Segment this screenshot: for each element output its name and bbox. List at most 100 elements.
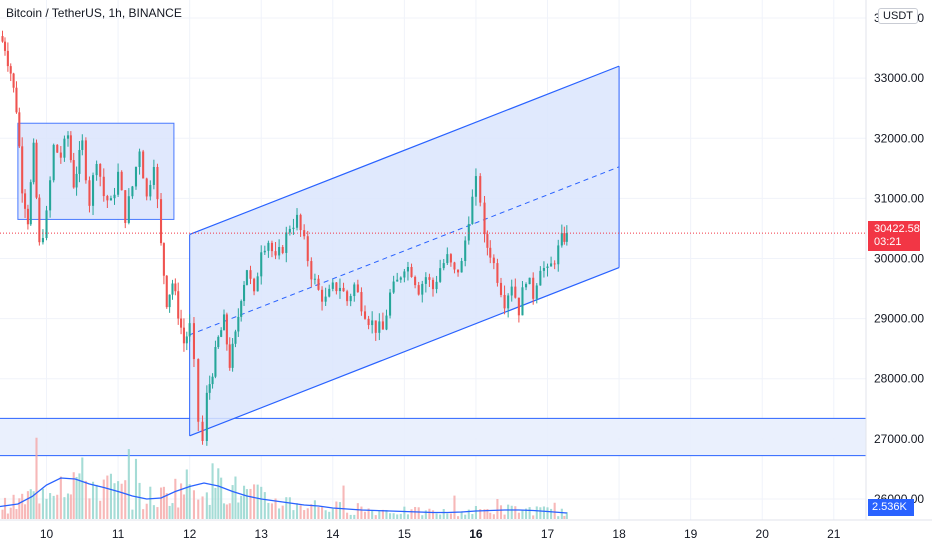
volume-bar: [243, 485, 246, 519]
candle-body: [371, 320, 374, 326]
time-tick-label: 19: [684, 527, 698, 541]
candle-body: [240, 301, 243, 317]
volume-bar: [56, 494, 59, 519]
candle-body: [185, 336, 188, 344]
candle-body: [310, 261, 313, 280]
volume-bar: [260, 486, 263, 519]
volume-bar: [331, 508, 334, 519]
candle-body: [245, 270, 248, 285]
channel-midline: [189, 166, 620, 336]
candle-body: [131, 186, 134, 197]
candle-body: [414, 276, 417, 286]
candle-body: [243, 284, 246, 302]
candle-body: [392, 281, 395, 293]
currency-button[interactable]: USDT: [878, 8, 918, 24]
volume-bar: [52, 495, 55, 519]
volume-bar: [145, 503, 148, 519]
candle-body: [106, 196, 109, 201]
volume-bar: [507, 504, 510, 519]
candle-body: [24, 193, 27, 209]
candle-body: [3, 41, 7, 51]
volume-bar: [149, 486, 152, 519]
volume-bar: [1, 509, 4, 519]
volume-bar: [403, 506, 406, 519]
candle-body: [142, 151, 145, 179]
candle-body: [483, 202, 486, 235]
candle-body: [109, 198, 112, 201]
volume-bar: [421, 515, 424, 519]
time-axis[interactable]: 10 11 12 13 14 15 16 17 18 19 20 21: [40, 527, 841, 541]
volume-bar: [156, 507, 159, 519]
volume-bar: [532, 515, 535, 519]
candle-body: [457, 269, 460, 273]
candle-body: [15, 87, 18, 113]
candle-body: [421, 283, 424, 295]
volume-bar: [324, 510, 327, 519]
volume-bar: [342, 485, 345, 519]
candle-body: [514, 286, 517, 298]
price-tick-label: 28000.00: [874, 372, 924, 386]
volume-bar: [503, 514, 506, 519]
candle-body: [510, 286, 513, 296]
volume-tag: 2.536K: [868, 499, 914, 516]
volume-bar: [59, 476, 62, 519]
candle-body: [321, 289, 324, 302]
price-axis[interactable]: 26000.0027000.0028000.0029000.0030000.00…: [874, 11, 924, 506]
volume-bar: [95, 484, 98, 519]
time-tick-label: 17: [541, 527, 555, 541]
volume-bar: [256, 484, 259, 519]
volume-bar: [317, 506, 320, 519]
volume-bar: [138, 482, 141, 519]
volume-bar: [510, 505, 513, 519]
candle-body: [168, 294, 171, 308]
volume-bar: [171, 503, 174, 519]
volume-bar: [292, 510, 295, 519]
volume-bar: [524, 508, 528, 519]
candle-body: [356, 284, 359, 293]
candle-body: [542, 268, 545, 271]
candle-body: [507, 295, 510, 309]
time-tick-label: 14: [326, 527, 340, 541]
candle-body: [217, 336, 220, 348]
price-tick-label: 33000.00: [874, 71, 924, 85]
candle-body: [550, 263, 553, 267]
volume-bar: [385, 510, 388, 519]
candle-body: [165, 275, 168, 308]
volume-bar: [168, 505, 171, 519]
candle-body: [338, 287, 342, 292]
volume-bar: [38, 503, 41, 519]
symbol-title: Bitcoin / TetherUS, 1h, BINANCE: [6, 6, 182, 20]
volume-bar: [66, 493, 70, 519]
candle-body: [517, 297, 520, 316]
volume-bar: [278, 508, 281, 519]
candle-body: [313, 278, 316, 280]
volume-bar: [392, 513, 395, 519]
volume-bar: [69, 494, 72, 519]
volume-bar: [417, 507, 420, 519]
candle-body: [532, 277, 535, 299]
candle-body: [479, 176, 482, 203]
candle-body: [292, 227, 295, 229]
volume-bar: [81, 457, 84, 519]
volume-bar: [88, 498, 91, 519]
volume-bar: [303, 510, 306, 519]
candle-body: [35, 142, 38, 198]
candle-body: [95, 164, 98, 176]
volume-bar: [211, 463, 214, 519]
volume-bar: [234, 476, 237, 519]
volume-bar: [460, 511, 463, 519]
candle-body: [486, 234, 489, 248]
candle-body: [435, 281, 438, 290]
support-zone: [0, 418, 866, 456]
volume-bar: [439, 514, 442, 519]
volume-bar: [517, 512, 520, 519]
candles: [1, 30, 568, 446]
candle-body: [225, 314, 228, 345]
volume-bar: [214, 487, 217, 519]
volume-bar: [109, 473, 112, 519]
volume-bar: [124, 480, 127, 519]
candle-body: [503, 294, 506, 309]
channel-fill: [189, 66, 620, 436]
candle-body: [557, 245, 560, 265]
